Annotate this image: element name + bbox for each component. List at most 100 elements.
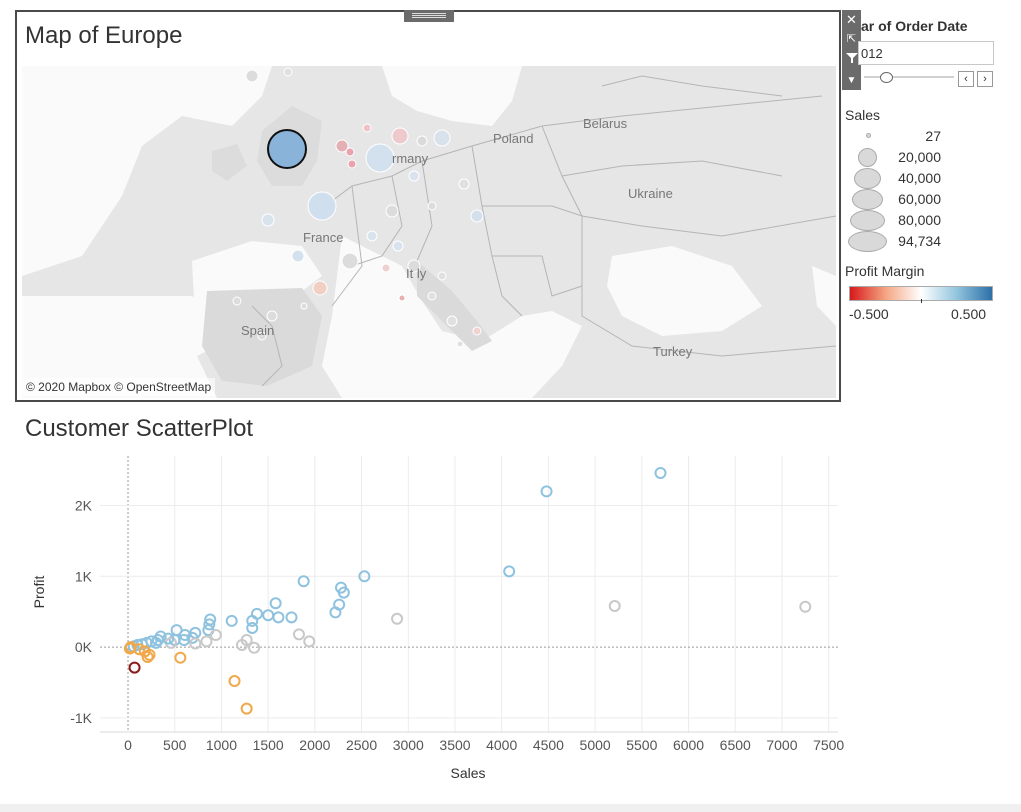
scatter-point[interactable] <box>540 485 553 498</box>
sales-legend-item: 60,000 <box>846 189 941 210</box>
scatter-title: Customer ScatterPlot <box>25 415 254 442</box>
scatter-point[interactable] <box>138 645 151 658</box>
scatter-point[interactable] <box>141 650 154 663</box>
profit-legend-title: Profit Margin <box>845 263 925 279</box>
scatter-point[interactable] <box>654 466 667 479</box>
map-label-turkey: Turkey <box>653 344 693 359</box>
x-tick-label: 6500 <box>720 737 751 753</box>
scatter-point[interactable] <box>799 600 812 613</box>
scatter-point[interactable] <box>200 635 213 648</box>
x-tick-label: 0 <box>124 737 132 753</box>
scatter-point[interactable] <box>608 600 621 613</box>
year-slider-thumb[interactable] <box>880 72 893 83</box>
scatter-point[interactable] <box>358 570 371 583</box>
x-tick-label: 1000 <box>206 737 237 753</box>
sales-legend-item: 20,000 <box>846 147 941 167</box>
profit-ramp-midpoint <box>921 299 922 303</box>
close-icon[interactable]: ✕ <box>846 12 857 27</box>
sales-legend-item: 27 <box>846 126 941 146</box>
popout-icon[interactable]: ⇱ <box>846 33 857 45</box>
scatter-point[interactable] <box>203 618 216 631</box>
scatter-point[interactable] <box>285 611 298 624</box>
scatter-point[interactable] <box>272 611 285 624</box>
menu-dropdown-icon[interactable]: ▼ <box>846 75 857 86</box>
grid-layer <box>100 456 838 732</box>
scatter-point[interactable] <box>329 606 342 619</box>
x-tick-label: 2500 <box>346 737 377 753</box>
scatter-point[interactable] <box>297 575 310 588</box>
scatter-point[interactable] <box>170 624 183 637</box>
x-tick-label: 3500 <box>439 737 470 753</box>
bottom-bar <box>0 804 1021 812</box>
scatter-point[interactable] <box>179 629 192 642</box>
sales-legend-title: Sales <box>845 107 881 123</box>
filter-icon[interactable] <box>842 50 861 69</box>
x-tick-label: 6000 <box>673 737 704 753</box>
scatter-point[interactable] <box>269 597 282 610</box>
x-axis-title: Sales <box>450 765 485 781</box>
scatter-point[interactable] <box>246 621 259 634</box>
scatter-point[interactable] <box>189 637 202 650</box>
scatter-point[interactable] <box>151 634 164 646</box>
scatter-point[interactable] <box>240 702 253 715</box>
chevron-left-icon[interactable]: ‹ <box>958 71 974 87</box>
scatter-point[interactable] <box>391 612 404 625</box>
scatter-point[interactable] <box>292 628 305 641</box>
scatter-point[interactable] <box>209 629 222 642</box>
zone-toolbar: ✕ ⇱ ▼ <box>842 10 861 90</box>
scatter-point[interactable] <box>246 614 259 627</box>
x-tick-label: 7500 <box>813 737 844 753</box>
map-label-spain: Spain <box>241 323 274 338</box>
uk-sales-bubble <box>267 129 307 169</box>
y-axis-title: Profit <box>31 576 47 609</box>
x-tick-label: 500 <box>163 737 187 753</box>
map-label-germany: rmany <box>392 151 429 166</box>
scatter-point[interactable] <box>225 614 238 627</box>
x-tick-label: 5500 <box>626 737 657 753</box>
profit-legend-max: 0.500 <box>951 306 987 322</box>
x-tick-label: 3000 <box>393 737 424 753</box>
scatter-point[interactable] <box>235 638 248 651</box>
drag-handle[interactable] <box>404 10 454 22</box>
map-label-italy: It ly <box>406 266 427 281</box>
map-label-france: France <box>303 230 343 245</box>
axis-layer: 0 500 1000 1500 2000 2500 3000 3500 4000 4500 5000… <box>70 498 844 753</box>
scatter-point[interactable] <box>228 675 241 688</box>
scatter-point[interactable] <box>337 586 350 599</box>
sales-legend-item: 80,000 <box>846 210 941 231</box>
sales-legend-item: 94,734 <box>846 231 941 252</box>
chevron-right-icon[interactable]: › <box>977 71 993 87</box>
map-label-poland: Poland <box>493 131 533 146</box>
x-tick-label: 4000 <box>486 737 517 753</box>
scatter-point[interactable] <box>186 631 199 644</box>
year-slider-track[interactable] <box>864 76 954 78</box>
scatter-point[interactable] <box>303 635 316 648</box>
y-tick-label: 0K <box>75 639 93 655</box>
year-filter-title: ar of Order Date <box>861 18 968 34</box>
scatter-point[interactable] <box>248 641 261 654</box>
x-tick-label: 4500 <box>533 737 564 753</box>
scatter-point[interactable] <box>128 661 141 674</box>
scatter-plot[interactable]: 0 500 1000 1500 2000 2500 3000 3500 4000 4500 5000… <box>0 450 860 790</box>
scatter-point[interactable] <box>174 651 187 664</box>
y-tick-label: -1K <box>70 710 92 726</box>
europe-map[interactable]: Poland Belarus rmany Ukraine France It l… <box>22 66 836 398</box>
map-label-belarus: Belarus <box>583 116 628 131</box>
points-layer <box>123 466 812 715</box>
x-tick-label: 5000 <box>580 737 611 753</box>
map-title: Map of Europe <box>25 22 183 49</box>
x-tick-label: 7000 <box>766 737 797 753</box>
year-filter-input[interactable] <box>858 41 994 65</box>
y-tick-label: 1K <box>75 568 93 584</box>
scatter-point[interactable] <box>133 643 146 656</box>
scatter-point[interactable] <box>262 609 275 622</box>
x-tick-label: 2000 <box>299 737 330 753</box>
profit-legend-min: -0.500 <box>849 306 889 322</box>
y-tick-label: 2K <box>75 498 93 514</box>
sales-legend-item: 40,000 <box>846 168 941 189</box>
x-tick-label: 1500 <box>253 737 284 753</box>
map-canvas[interactable]: Poland Belarus rmany Ukraine France It l… <box>22 66 836 398</box>
scatter-point[interactable] <box>503 565 516 578</box>
map-label-ukraine: Ukraine <box>628 186 673 201</box>
map-attribution: © 2020 Mapbox © OpenStreetMap <box>22 378 216 396</box>
